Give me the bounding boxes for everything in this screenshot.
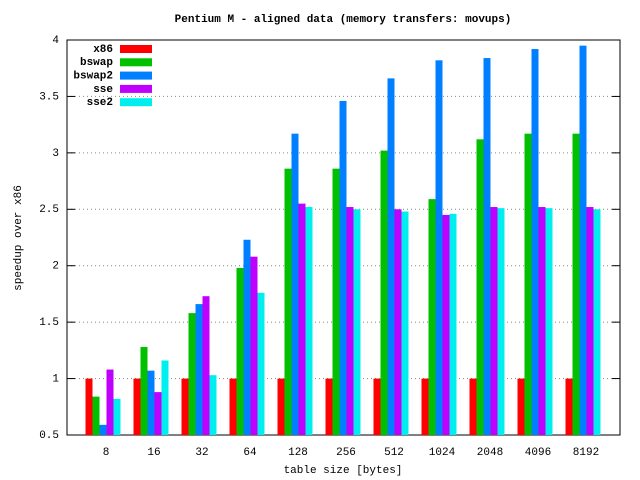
y-tick-label: 1	[52, 373, 59, 385]
legend-label: bswap2	[73, 71, 113, 83]
legend-label: sse2	[87, 97, 113, 109]
bar	[593, 209, 601, 435]
bar	[517, 378, 525, 435]
bar	[442, 214, 450, 435]
legend-swatch	[120, 84, 152, 93]
x-tick-label: 4096	[525, 447, 551, 459]
x-tick-label: 64	[243, 447, 257, 459]
bar	[565, 378, 573, 435]
bar	[209, 375, 217, 435]
bar	[449, 213, 457, 435]
x-tick-label: 16	[147, 447, 160, 459]
bar	[325, 378, 333, 435]
bar	[435, 60, 443, 436]
bar	[202, 296, 210, 435]
y-tick-label: 3	[52, 148, 59, 160]
y-tick-label: 3.5	[39, 91, 59, 103]
x-tick-label: 512	[384, 447, 404, 459]
bar	[572, 133, 580, 435]
legend-label: x86	[93, 44, 113, 56]
bar	[277, 378, 285, 435]
y-tick-label: 2.5	[39, 204, 59, 216]
bar	[147, 370, 155, 435]
bar	[332, 168, 340, 435]
bar	[92, 396, 100, 435]
bar	[476, 139, 484, 436]
bar	[483, 58, 491, 436]
bar	[106, 369, 114, 435]
bar	[243, 239, 251, 435]
bar	[195, 304, 203, 435]
bar	[545, 208, 553, 435]
y-axis-label: speedup over x86	[13, 185, 25, 291]
x-tick-label: 2048	[477, 447, 503, 459]
x-tick-label: 1024	[429, 447, 456, 459]
y-tick-label: 0.5	[39, 430, 59, 442]
bar	[305, 207, 313, 435]
bar	[257, 292, 265, 435]
bar	[387, 78, 395, 435]
legend-label: sse	[93, 84, 113, 96]
legend-swatch	[120, 71, 152, 80]
bar	[284, 168, 292, 435]
bar	[140, 346, 148, 435]
bar	[401, 211, 409, 435]
bar	[99, 424, 107, 435]
x-tick-label: 256	[336, 447, 356, 459]
y-tick-label: 4	[52, 35, 59, 47]
bar	[250, 256, 258, 435]
legend-swatch	[120, 58, 152, 67]
y-tick-label: 1.5	[39, 317, 59, 329]
bar	[428, 199, 436, 435]
bar	[133, 378, 141, 435]
bar	[188, 313, 196, 435]
bar	[531, 49, 539, 436]
bar	[113, 398, 121, 435]
legend-swatch	[120, 98, 152, 107]
bar	[353, 209, 361, 435]
bar	[373, 378, 381, 435]
x-tick-label: 32	[195, 447, 208, 459]
legend-label: bswap	[80, 57, 113, 69]
bar	[394, 209, 402, 435]
bar	[161, 360, 169, 435]
x-tick-label: 8	[103, 447, 110, 459]
bar	[85, 378, 93, 435]
bar	[586, 207, 594, 435]
x-tick-label: 128	[288, 447, 308, 459]
bar	[181, 378, 189, 435]
bar	[490, 207, 498, 435]
bar	[497, 208, 505, 435]
bar	[380, 150, 388, 435]
bar	[469, 378, 477, 435]
bar	[421, 378, 429, 435]
bar	[346, 207, 354, 435]
chart-title: Pentium M - aligned data (memory transfe…	[175, 14, 512, 26]
legend-swatch	[120, 45, 152, 53]
bar	[236, 267, 244, 435]
bar	[579, 45, 587, 436]
x-tick-label: 8192	[573, 447, 599, 459]
y-tick-label: 2	[52, 261, 59, 273]
bar	[538, 207, 546, 435]
bar	[154, 392, 162, 435]
bar	[229, 378, 237, 435]
bar	[298, 203, 306, 435]
x-axis-label: table size [bytes]	[284, 465, 403, 477]
bar	[524, 133, 532, 435]
bar	[339, 100, 347, 435]
bar	[291, 133, 299, 435]
